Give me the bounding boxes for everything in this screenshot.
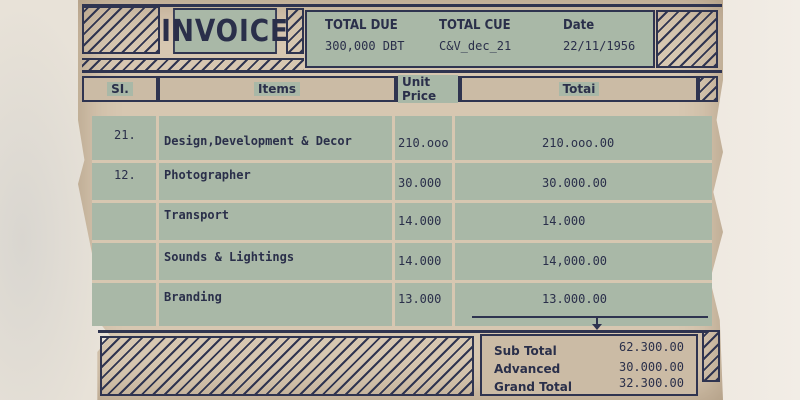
table-divider-3 xyxy=(452,116,455,326)
row-5-item: Branding xyxy=(164,290,222,304)
total-arrow-stem xyxy=(596,316,598,326)
advanced-value: 30.000.00 xyxy=(618,360,684,374)
date-value: 22/11/1956 xyxy=(563,39,636,53)
summary-box: Sub Total 62.300.00 Advanced 30.000.00 G… xyxy=(480,334,698,396)
invoice-title: INVOICE xyxy=(161,8,288,54)
row-1-item: Design,Development & Decor xyxy=(164,134,352,148)
col-head-unit-price-label: Unit Price xyxy=(398,75,458,103)
header-hatch-left xyxy=(82,6,160,54)
col-head-sl: SI. xyxy=(82,76,158,102)
header-bottom-rule xyxy=(82,70,722,73)
advanced-label: Advanced xyxy=(494,362,561,376)
table-divider-1 xyxy=(156,116,159,326)
header-top-rule xyxy=(82,4,722,7)
total-due-block: TOTAL DUE 300,000 DBT xyxy=(325,18,406,53)
row-2-total: 30.000.00 xyxy=(542,176,608,190)
col-head-total-label: Totai xyxy=(558,82,600,96)
total-cue-value: C&V_dec_21 xyxy=(439,39,512,53)
footer-hatch-right xyxy=(702,330,720,382)
row-3-item: Transport xyxy=(164,208,230,222)
row-1-sl: 21. xyxy=(114,128,136,142)
invoice-meta-box: TOTAL DUE 300,000 DBT TOTAL CUE C&V_dec_… xyxy=(305,10,655,68)
row-3-unit-price: 14.000 xyxy=(398,214,442,228)
row-4-item: Sounds & Lightings xyxy=(164,250,295,264)
date-label: Date xyxy=(563,18,595,33)
row-2-sl: 12. xyxy=(114,168,136,182)
col-head-unit-price: Unit Price xyxy=(396,75,460,103)
grand-total-label: Grand Total xyxy=(494,380,572,394)
sub-total-label: Sub Total xyxy=(494,344,557,358)
header-hatch-right xyxy=(656,10,718,68)
arrow-down-icon xyxy=(592,324,602,330)
header-hatch-strip xyxy=(82,58,304,72)
table-divider-2 xyxy=(392,116,395,326)
col-head-hatch xyxy=(698,76,718,102)
row-2-item: Photographer xyxy=(164,168,251,182)
row-divider-4 xyxy=(92,280,712,283)
total-cue-block: TOTAL CUE C&V_dec_21 xyxy=(439,18,519,53)
footer-hatch-left xyxy=(100,336,474,396)
date-block: Date 22/11/1956 xyxy=(563,18,635,53)
row-2-unit-price: 30.000 xyxy=(398,176,442,190)
grand-total-value: 32.300.00 xyxy=(618,376,684,390)
total-due-label: TOTAL DUE xyxy=(325,18,398,33)
row-divider-3 xyxy=(92,240,712,243)
footer-top-rule xyxy=(98,330,708,333)
header-hatch-mid xyxy=(286,8,304,54)
row-5-total: 13.000.00 xyxy=(542,292,608,306)
total-due-value: 300,000 DBT xyxy=(325,39,405,53)
sub-total-value: 62.300.00 xyxy=(618,340,684,354)
col-head-items: Items xyxy=(158,76,396,102)
row-divider-1 xyxy=(92,160,712,163)
line-items-table: 21. Design,Development & Decor 210.ooo 2… xyxy=(92,116,712,326)
row-1-total: 210.ooo.00 xyxy=(542,136,615,150)
col-head-total: Totai xyxy=(460,76,698,102)
row-divider-2 xyxy=(92,200,712,203)
col-head-items-label: Items xyxy=(254,82,300,96)
col-head-sl-label: SI. xyxy=(107,82,133,96)
total-arrow-line xyxy=(472,316,708,318)
row-1-unit-price: 210.ooo xyxy=(398,136,449,150)
row-4-unit-price: 14.000 xyxy=(398,254,442,268)
total-cue-label: TOTAL CUE xyxy=(439,18,511,33)
row-4-total: 14,000.00 xyxy=(542,254,608,268)
row-5-unit-price: 13.000 xyxy=(398,292,442,306)
row-3-total: 14.000 xyxy=(542,214,586,228)
